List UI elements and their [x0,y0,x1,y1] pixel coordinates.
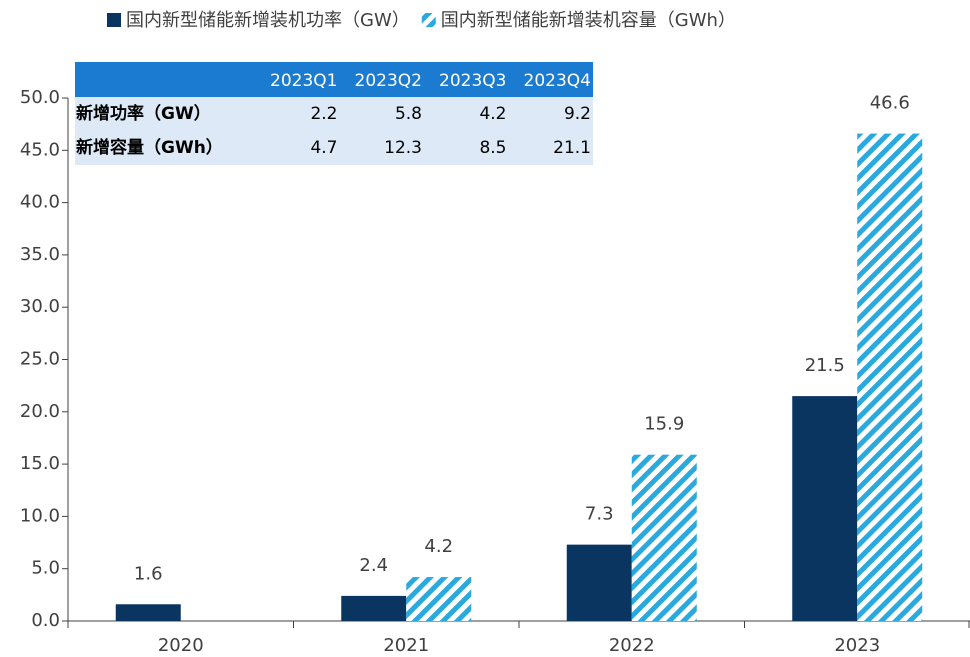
value-label: 2.4 [359,555,388,576]
table-row-label: 新增功率（GW） [76,103,211,124]
y-tick-label: 15.0 [20,453,60,474]
x-tick-label: 2023 [834,635,880,656]
table-column-header: 2023Q2 [355,71,422,91]
table-row-bg [75,131,593,165]
table-column-header: 2023Q1 [270,71,337,91]
value-label: 15.9 [644,414,684,435]
table-row-bg [75,97,593,131]
y-tick-label: 10.0 [20,505,60,526]
x-tick-label: 2020 [158,635,204,656]
bar [792,396,858,621]
x-tick-label: 2022 [609,635,655,656]
table-header-bg [75,62,593,97]
value-label: 21.5 [805,355,845,376]
table-cell: 4.7 [310,138,337,158]
y-tick-label: 50.0 [20,87,60,108]
y-tick-label: 35.0 [20,244,60,265]
bar [341,595,407,621]
bar [406,577,472,621]
legend-label: 国内新型储能新增装机容量（GWh） [441,10,736,31]
x-tick-label: 2021 [383,635,429,656]
legend-label: 国内新型储能新增装机功率（GW） [126,10,410,31]
table-column-header: 2023Q4 [524,71,591,91]
y-tick-label: 0.0 [31,610,60,631]
bar [631,454,697,621]
bar [857,133,923,621]
table-cell: 21.1 [553,138,591,158]
table-cell: 5.8 [395,104,422,124]
y-tick-label: 5.0 [31,558,60,579]
legend-swatch [107,13,121,27]
table-cell: 12.3 [384,138,422,158]
table-cell: 4.2 [479,104,506,124]
table-cell: 9.2 [564,104,591,124]
table-row-label: 新增容量（GWh） [76,137,223,158]
y-tick-label: 45.0 [20,139,60,160]
y-tick-label: 30.0 [20,296,60,317]
value-label: 1.6 [134,563,163,584]
value-label: 7.3 [585,504,614,525]
y-tick-label: 40.0 [20,192,60,213]
bar [566,544,632,621]
table-cell: 2.2 [310,104,337,124]
table-cell: 8.5 [479,138,506,158]
table-column-header: 2023Q3 [439,71,506,91]
value-label: 4.2 [424,536,453,557]
y-tick-label: 20.0 [20,401,60,422]
bar [115,604,181,621]
value-label: 46.6 [870,93,910,114]
legend-swatch [421,13,436,27]
y-tick-label: 25.0 [20,349,60,370]
